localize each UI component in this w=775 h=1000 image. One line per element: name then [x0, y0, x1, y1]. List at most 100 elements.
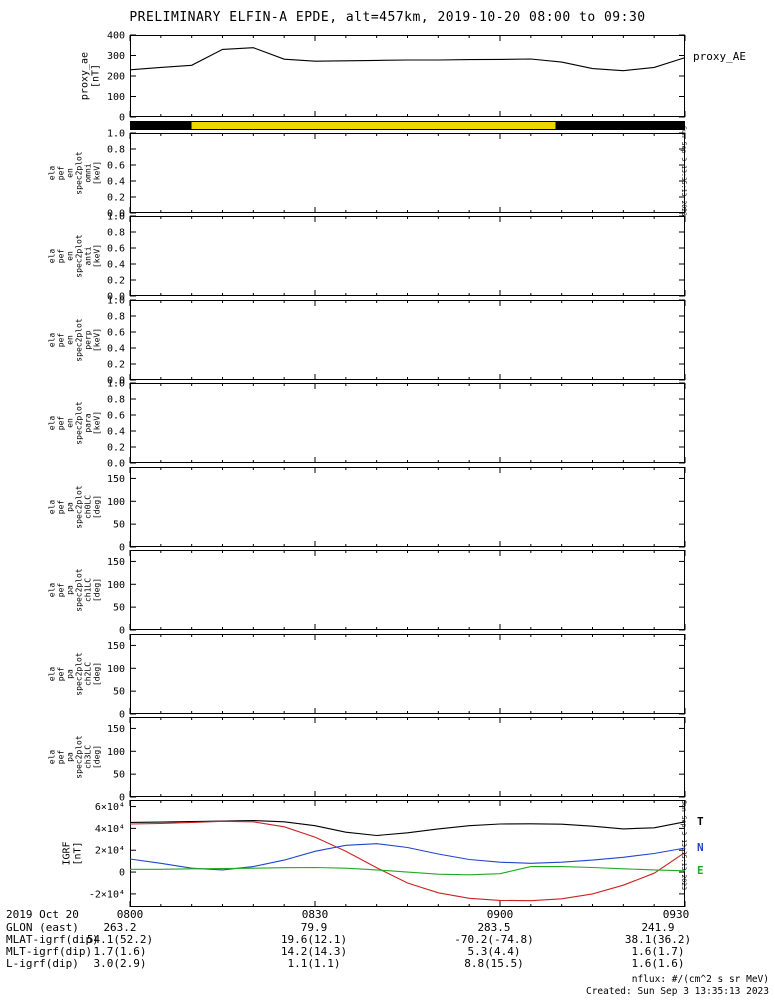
y-tick-label: 0.8	[107, 395, 125, 406]
mlat-value: 19.6(12.1)	[280, 933, 348, 946]
y-axis-label-line: para	[84, 413, 93, 432]
panel-pa-ch0lc: 0 50 100 150 ela pef pa spec2plot ch0LC [deg]	[48, 467, 686, 554]
y-axis-label-line: ela	[48, 333, 57, 348]
y-axis-label-line: spec2plot	[75, 234, 84, 278]
row-label-mlat: MLAT-igrf(dip)	[6, 933, 99, 946]
y-tick-label: 100	[107, 664, 125, 675]
y-tick-label: 0.6	[107, 161, 125, 172]
y-tick-label: 0	[119, 543, 125, 554]
glon-value: 79.9	[300, 921, 328, 934]
panel-en-para: 0.0 0.2 0.4 0.6 0.8 1.0 ela pef en spec2plot para[…	[48, 379, 686, 470]
panel-en-perp: 0.0 0.2 0.4 0.6 0.8 1.0 ela pef en spec2plot perp[…	[48, 296, 686, 387]
glon-value: 263.2	[103, 921, 137, 934]
y-axis-label-line: pa	[66, 585, 75, 595]
y-axis-label-line: en	[66, 418, 75, 428]
y-axis-label-line: spec2plot	[75, 151, 84, 195]
y-axis-label-line: pef	[57, 583, 66, 598]
y-tick-label: 0.2	[107, 443, 125, 454]
nflux-units-note: nflux: #/(cm^2 s sr MeV)	[631, 974, 769, 985]
y-axis-label-line: [deg]	[93, 662, 102, 686]
y-axis-label-line: spec2plot	[75, 735, 84, 779]
y-tick-label: 4×10⁴	[95, 824, 125, 835]
page-title: PRELIMINARY ELFIN-A EPDE, alt=457km, 201…	[129, 10, 646, 25]
proxy-ae-series-label: proxy_AE	[693, 50, 746, 63]
y-axis-label-line: ch0LC	[84, 495, 93, 519]
y-axis-label-line: ch1LC	[84, 578, 93, 602]
y-tick-label: 0.2	[107, 276, 125, 287]
y-axis-label-line: ela	[48, 249, 57, 264]
y-tick-label: 100	[107, 497, 125, 508]
x-tick-0900: 0900	[486, 908, 514, 921]
row-label-lshell: L-igrf(dip)	[6, 957, 79, 970]
y-tick-label: 300	[107, 51, 125, 62]
y-tick-label: 0.4	[107, 427, 125, 438]
y-axis-label-line: [nT]	[73, 841, 84, 865]
y-tick-label: 1.0	[107, 212, 125, 223]
y-axis-label-line: IGRF	[62, 841, 73, 865]
panel-border	[130, 133, 685, 213]
y-tick-label: 0.0	[107, 459, 125, 470]
y-axis-label-line: ela	[48, 500, 57, 515]
x-tick-0800: 0800	[116, 908, 144, 921]
y-axis-label-line: [nT]	[91, 64, 102, 88]
bar-segment	[191, 121, 556, 130]
legend-entry-N: N	[697, 841, 704, 854]
x-tick-0930: 0930	[662, 908, 690, 921]
y-tick-label: 200	[107, 72, 125, 83]
y-tick-label: 0.2	[107, 360, 125, 371]
x-tick-0830: 0830	[301, 908, 329, 921]
y-tick-label: 150	[107, 724, 125, 735]
y-tick-label: -2×10⁴	[89, 889, 125, 900]
y-axis-label-line: ela	[48, 750, 57, 765]
mlt-value: 14.2(14.3)	[280, 945, 348, 958]
panel-border	[130, 121, 685, 130]
y-axis-label-line: en	[66, 251, 75, 261]
y-axis-label-line: pef	[57, 750, 66, 765]
y-axis-label-line: pa	[66, 502, 75, 512]
panel-border	[130, 634, 685, 714]
y-axis-label-line: spec2plot	[75, 401, 84, 445]
panel-en-anti: 0.0 0.2 0.4 0.6 0.8 1.0 ela pef en spec2plot anti[…	[48, 212, 686, 303]
y-axis-label-line: ela	[48, 667, 57, 682]
y-axis-label-line: pef	[57, 249, 66, 264]
y-axis-label-line: omni	[84, 163, 93, 182]
y-tick-label: 1.0	[107, 296, 125, 307]
y-tick-label: 2×10⁴	[95, 846, 125, 857]
y-tick-label: 100	[107, 747, 125, 758]
y-axis-label-line: spec2plot	[75, 485, 84, 529]
mlat-value: -70.2(-74.8)	[454, 933, 534, 946]
y-tick-label: 400	[107, 31, 125, 42]
panel-border	[130, 800, 685, 907]
y-tick-label: 0.0	[107, 292, 125, 303]
panel-pa-ch2lc: 0 50 100 150 ela pef pa spec2plot ch2LC [deg]	[48, 634, 686, 721]
panel-border	[130, 300, 685, 380]
panel-en-omni: 0.0 0.2 0.4 0.6 0.8 1.0 ela pef en spec2plot omni[…	[48, 129, 686, 220]
y-axis-label-line: pef	[57, 166, 66, 181]
series-D	[129, 820, 686, 902]
panel-proxy-ae: 0 100 200 300 400 proxy_ae [nT]	[80, 31, 686, 124]
y-axis-label-line: pef	[57, 333, 66, 348]
y-axis-label-line: anti	[84, 246, 93, 265]
lshell-value: 8.8(15.5)	[464, 957, 524, 970]
series-N	[129, 843, 686, 871]
series-T	[129, 819, 686, 837]
y-tick-label: 1.0	[107, 379, 125, 390]
glon-value: 283.5	[477, 921, 511, 934]
y-axis-label-line: [keV]	[93, 244, 102, 268]
series-E	[130, 866, 686, 876]
y-tick-label: 0	[119, 868, 125, 879]
y-axis-label-line: pef	[57, 667, 66, 682]
y-tick-label: 150	[107, 474, 125, 485]
y-axis-label-line: ela	[48, 166, 57, 181]
mlt-value: 1.6(1.7)	[631, 945, 685, 958]
y-axis-label-line: [deg]	[93, 495, 102, 519]
y-tick-label: 0	[119, 626, 125, 637]
y-tick-label: 0.8	[107, 228, 125, 239]
panel-border	[130, 550, 685, 630]
bar-segment	[555, 121, 685, 130]
y-tick-label: 150	[107, 557, 125, 568]
y-axis-label-line: [keV]	[93, 161, 102, 185]
y-axis-label-line: pef	[57, 416, 66, 431]
mlt-value: 1.7(1.6)	[93, 945, 147, 958]
